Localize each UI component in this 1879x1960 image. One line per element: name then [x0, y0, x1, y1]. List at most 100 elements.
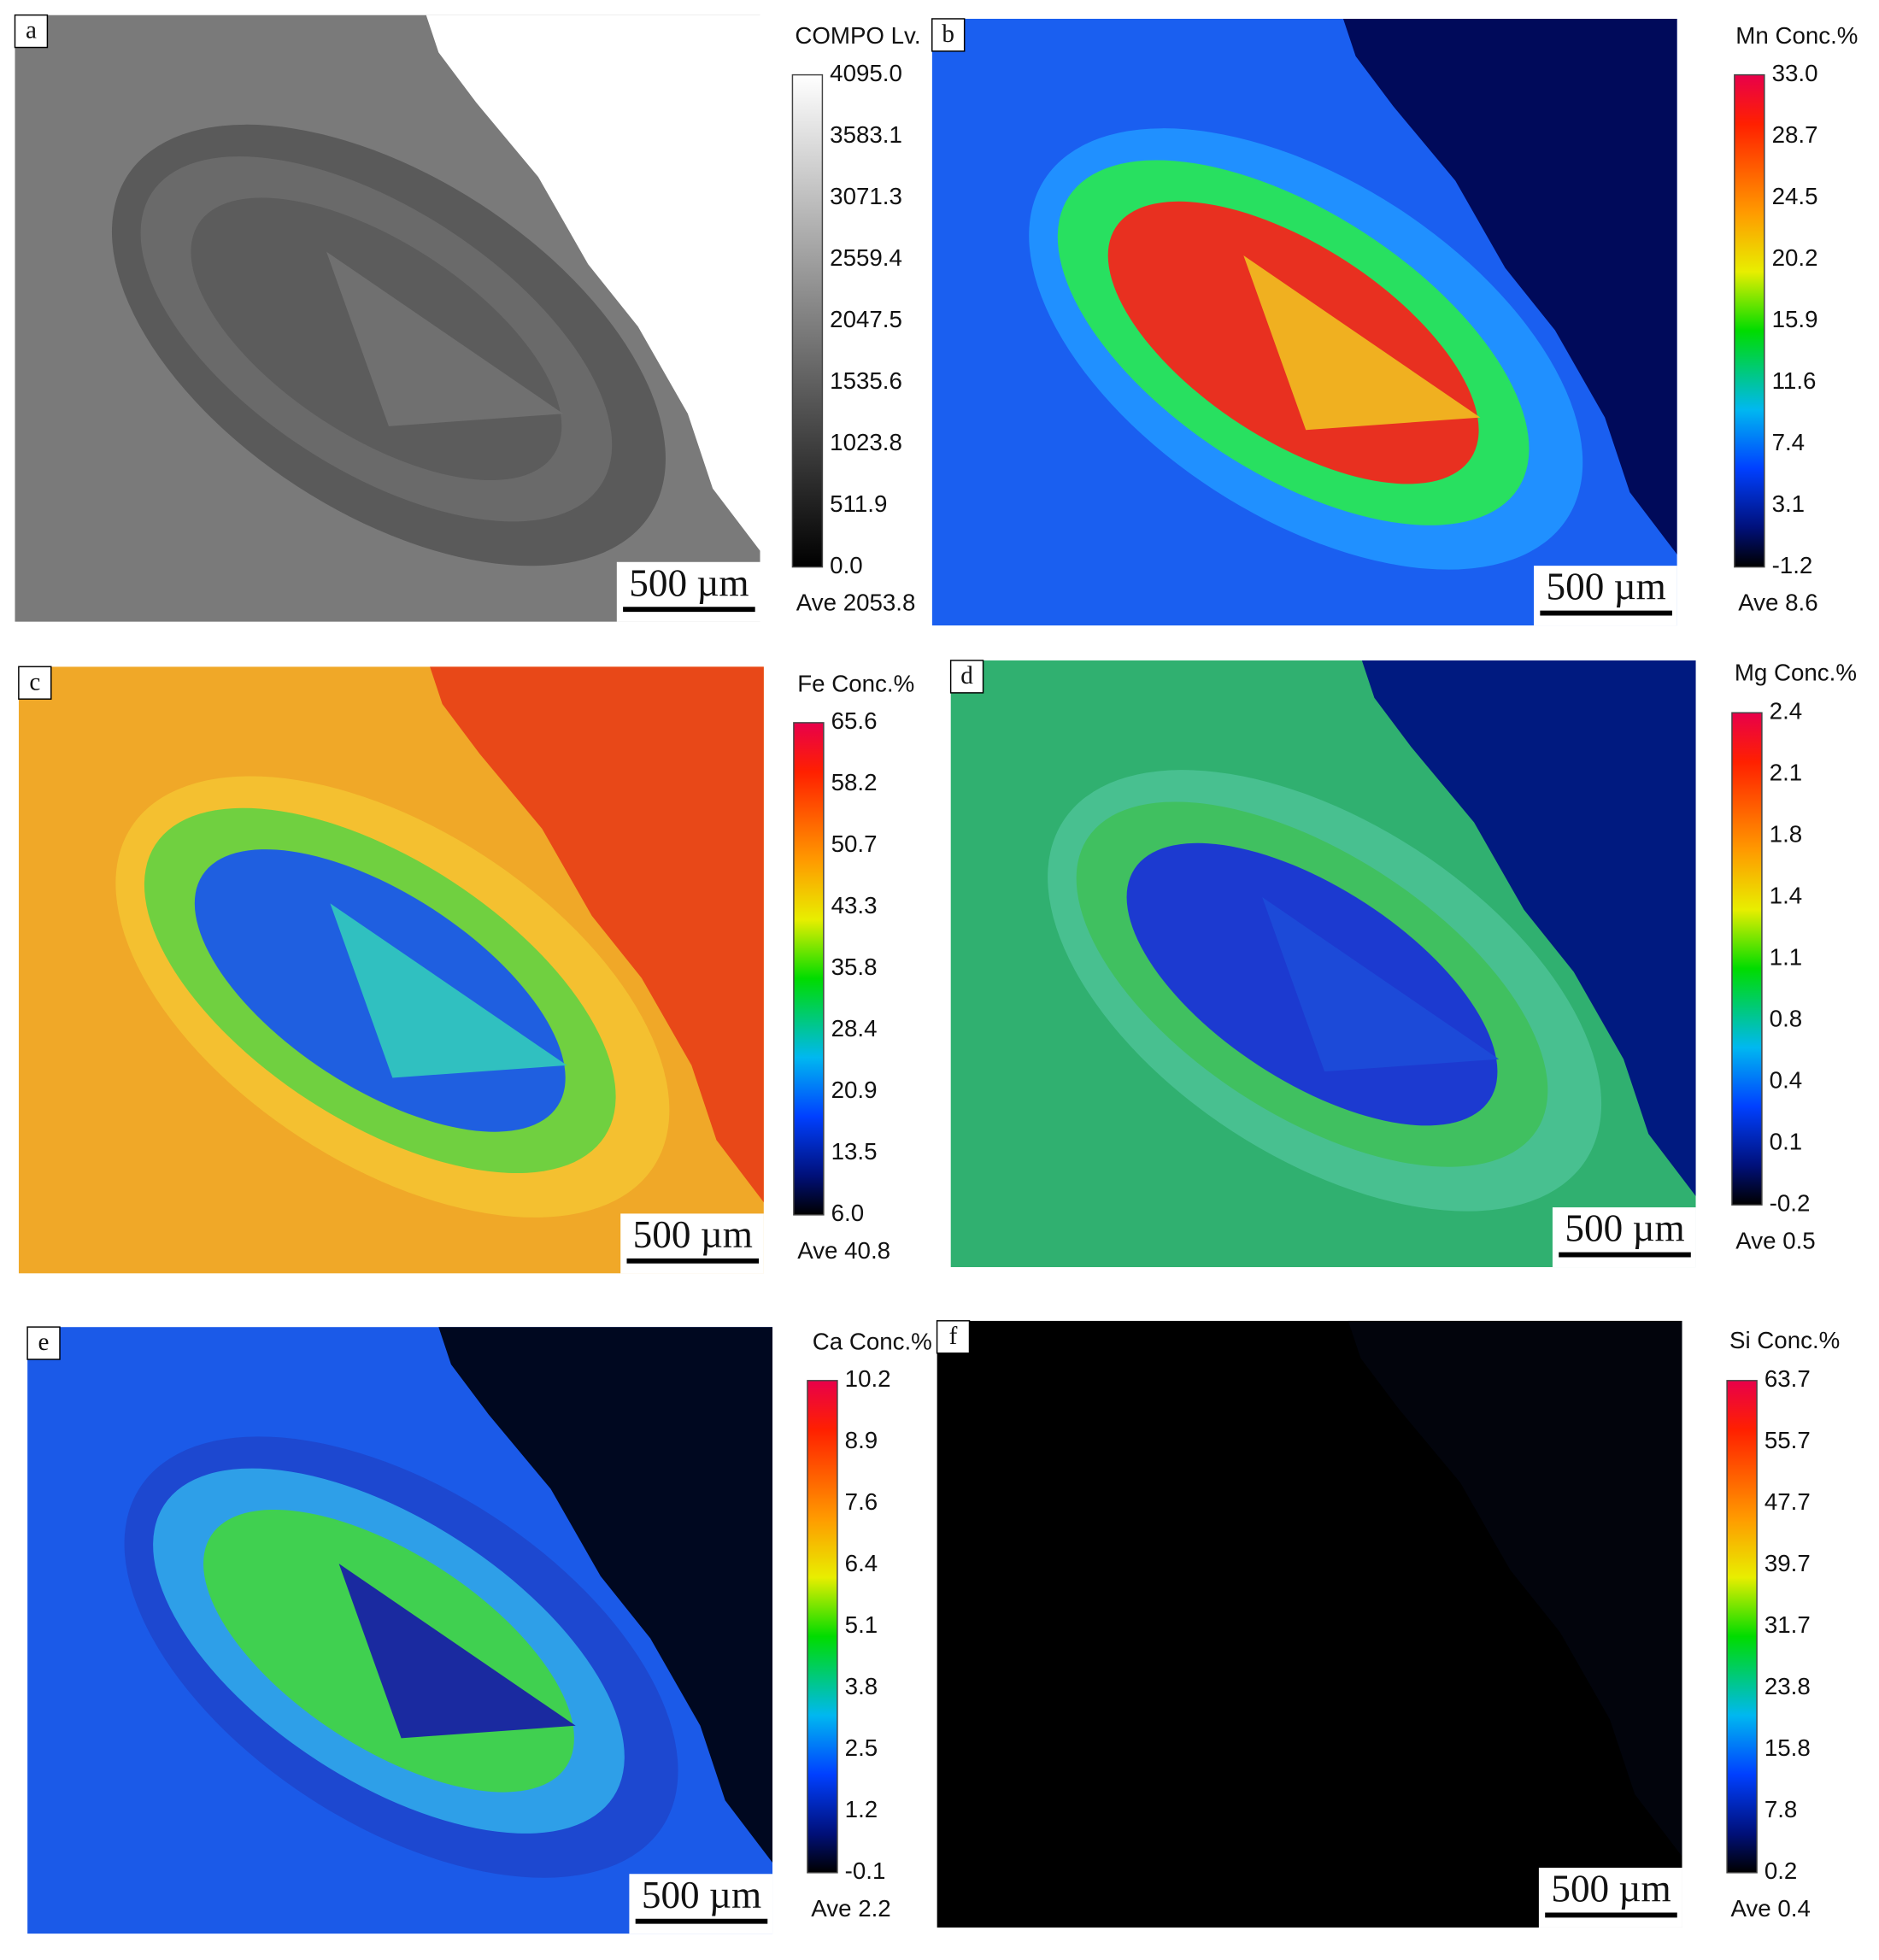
colorbar-tick-label: 31.7	[1764, 1611, 1811, 1638]
map-image	[931, 18, 1677, 626]
colorbar-title: Mg Conc.%	[1735, 659, 1857, 685]
scale-bar-label: 500 µm	[1551, 1868, 1671, 1910]
colorbar-tick-label: 3.8	[845, 1673, 878, 1699]
colorbar	[1731, 712, 1763, 1206]
colorbar-tick-label: 15.8	[1764, 1734, 1811, 1761]
colorbar-tick-label: 1023.8	[830, 429, 902, 455]
colorbar-tick-label: 2.4	[1770, 698, 1802, 725]
colorbar-tick-label: 0.2	[1764, 1857, 1798, 1884]
panel-label: b	[942, 21, 954, 48]
map-core	[326, 251, 564, 426]
colorbar-title: COMPO Lv.	[795, 22, 920, 49]
colorbar-tick-label: 11.6	[1772, 367, 1817, 394]
colorbar-tick-label: 20.9	[831, 1077, 878, 1103]
colorbar-title: Mn Conc.%	[1735, 22, 1858, 49]
colorbar-tick-label: 2.1	[1770, 760, 1802, 786]
colorbar-tick-label: 47.7	[1764, 1488, 1811, 1515]
colorbar-tick-label: 1.1	[1770, 944, 1802, 971]
colorbar-average: Ave 0.4	[1730, 1895, 1810, 1922]
colorbar-tick-label: 63.7	[1764, 1365, 1811, 1392]
panel-label: c	[29, 668, 40, 695]
colorbar-tick-label: 24.5	[1772, 183, 1818, 209]
colorbar-tick-label: 39.7	[1764, 1550, 1811, 1576]
panel-label-box	[26, 1326, 61, 1360]
colorbar-tick-label: 8.9	[845, 1427, 878, 1453]
panel: 500 µm a	[14, 14, 760, 622]
colorbar	[807, 1380, 838, 1874]
colorbar-average: Ave 0.5	[1735, 1227, 1815, 1253]
colorbar-tick-label: 7.6	[845, 1488, 878, 1515]
scale-bar-label: 500 µm	[633, 1213, 753, 1256]
colorbar-tick-label: 55.7	[1764, 1427, 1811, 1453]
panel: 500 µm b	[931, 18, 1677, 626]
panel-label: f	[949, 1323, 958, 1350]
colorbar-tick-label: 6.0	[831, 1200, 864, 1226]
map-image	[937, 1320, 1682, 1928]
map-matrix-region	[1361, 660, 1696, 1197]
colorbar-tick-label: 50.7	[831, 830, 878, 857]
panel-label-box	[14, 14, 49, 49]
panel-label: a	[26, 17, 37, 44]
colorbar-tick-label: 58.2	[831, 769, 878, 795]
scale-bar-label: 500 µm	[629, 561, 749, 604]
colorbar-tick-label: 7.4	[1772, 429, 1806, 455]
colorbar-average: Ave 8.6	[1738, 590, 1817, 616]
colorbar-tick-label: 3583.1	[830, 121, 902, 148]
colorbar-tick-label: 43.3	[831, 892, 878, 918]
panel-label-box	[936, 1320, 971, 1354]
panel: 500 µm f	[936, 1320, 1682, 1928]
colorbar-average: Ave 40.8	[797, 1237, 890, 1264]
colorbar-tick-label: 1.4	[1770, 883, 1802, 909]
scale-bar-label: 500 µm	[1565, 1207, 1684, 1250]
panel-label-box	[18, 666, 52, 700]
panel-label: d	[960, 662, 973, 690]
map-core	[1262, 897, 1500, 1072]
panel-label-box	[949, 660, 984, 694]
scale-bar-box	[1538, 1867, 1682, 1928]
colorbar-tick-label: 28.4	[831, 1015, 878, 1042]
colorbar-tick-label: 15.9	[1772, 306, 1818, 332]
colorbar-title: Ca Conc.%	[813, 1328, 932, 1354]
panel: 500 µm d	[949, 660, 1696, 1268]
colorbar-tick-label: -0.2	[1770, 1190, 1811, 1217]
panel-label-box	[931, 18, 966, 52]
map-matrix-region	[1342, 18, 1677, 555]
colorbar-tick-label: 1.8	[1770, 821, 1802, 848]
colorbar-tick-label: 2.5	[845, 1734, 878, 1761]
colorbar-tick-label: 5.1	[845, 1611, 878, 1638]
colorbar-tick-label: 4095.0	[830, 60, 902, 86]
colorbar-tick-label: 7.8	[1764, 1796, 1798, 1822]
map-matrix-region	[430, 666, 764, 1203]
colorbar-tick-label: 6.4	[845, 1550, 878, 1576]
colorbar	[793, 722, 825, 1216]
colorbar-tick-label: 2047.5	[830, 306, 902, 332]
colorbar-tick-label: 1535.6	[830, 367, 902, 394]
map-matrix-region	[438, 1327, 773, 1863]
colorbar-average: Ave 2053.8	[796, 590, 916, 616]
colorbar	[1726, 1380, 1758, 1874]
map-image	[27, 1327, 773, 1934]
colorbar-tick-label: 0.0	[830, 552, 862, 578]
panel-label: e	[38, 1329, 50, 1356]
colorbar-tick-label: 0.1	[1770, 1129, 1802, 1155]
colorbar-tick-label: 13.5	[831, 1138, 878, 1165]
scale-bar-label: 500 µm	[642, 1874, 761, 1916]
colorbar-tick-label: 10.2	[845, 1365, 891, 1392]
colorbar-tick-label: 23.8	[1764, 1673, 1811, 1699]
colorbar-tick-label: -1.2	[1772, 552, 1813, 578]
colorbar-tick-label: 511.9	[830, 490, 887, 517]
scale-bar-label: 500 µm	[1547, 566, 1666, 608]
panel: 500 µm e	[26, 1326, 773, 1934]
colorbar-tick-label: 3071.3	[830, 183, 902, 209]
colorbar-tick-label: -0.1	[845, 1857, 886, 1884]
colorbar-tick-label: 0.8	[1770, 1006, 1802, 1032]
map-matrix-region	[1348, 1320, 1682, 1857]
colorbar-tick-label: 35.8	[831, 954, 878, 980]
colorbar-tick-label: 3.1	[1772, 490, 1806, 517]
map-matrix-region	[426, 15, 760, 551]
colorbar-tick-label: 0.4	[1770, 1067, 1802, 1094]
map-image	[950, 660, 1696, 1268]
map-core	[330, 903, 567, 1078]
panel: 500 µm c	[18, 666, 764, 1274]
colorbar-tick-label: 33.0	[1772, 60, 1818, 86]
